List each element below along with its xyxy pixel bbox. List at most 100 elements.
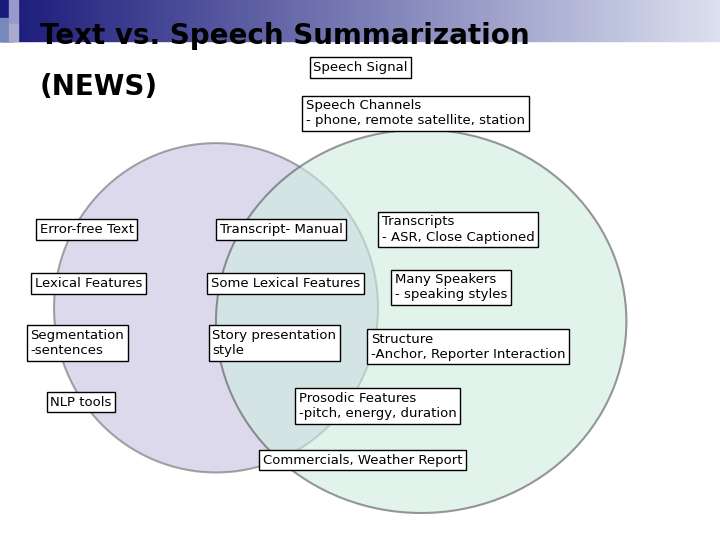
Bar: [144, 0, 148, 40]
Bar: [162, 0, 166, 40]
Bar: [436, 0, 439, 40]
Bar: [230, 0, 234, 40]
Bar: [65, 0, 68, 40]
Bar: [266, 0, 270, 40]
Bar: [32, 0, 36, 40]
Text: Transcript- Manual: Transcript- Manual: [220, 223, 343, 236]
Bar: [302, 0, 306, 40]
Bar: [122, 0, 126, 40]
Bar: [194, 0, 198, 40]
Bar: [587, 0, 590, 40]
Bar: [356, 0, 360, 40]
Bar: [284, 0, 288, 40]
Bar: [490, 0, 493, 40]
Text: Some Lexical Features: Some Lexical Features: [211, 277, 360, 290]
Bar: [241, 0, 245, 40]
Bar: [328, 0, 331, 40]
Text: Error-free Text: Error-free Text: [40, 223, 134, 236]
Bar: [403, 0, 407, 40]
Bar: [274, 0, 277, 40]
Text: Many Speakers
- speaking styles: Many Speakers - speaking styles: [395, 273, 507, 301]
Bar: [439, 0, 443, 40]
Bar: [126, 0, 130, 40]
Bar: [702, 0, 706, 40]
Bar: [680, 0, 684, 40]
Bar: [76, 0, 79, 40]
Bar: [612, 0, 616, 40]
Bar: [446, 0, 450, 40]
Bar: [461, 0, 464, 40]
Bar: [176, 0, 180, 40]
Bar: [414, 0, 418, 40]
Bar: [140, 0, 144, 40]
Bar: [374, 0, 378, 40]
Bar: [637, 0, 641, 40]
Bar: [0, 18, 9, 40]
Text: Speech Signal: Speech Signal: [313, 61, 408, 74]
Bar: [112, 0, 115, 40]
Bar: [713, 0, 716, 40]
Bar: [234, 0, 238, 40]
Bar: [58, 0, 61, 40]
Bar: [688, 0, 691, 40]
Bar: [50, 0, 54, 40]
Bar: [497, 0, 500, 40]
Bar: [407, 0, 410, 40]
Bar: [61, 0, 65, 40]
Bar: [216, 0, 220, 40]
Bar: [457, 0, 461, 40]
Bar: [22, 0, 25, 40]
Bar: [644, 0, 648, 40]
Bar: [187, 0, 191, 40]
Bar: [223, 0, 227, 40]
Bar: [443, 0, 446, 40]
Bar: [385, 0, 389, 40]
Bar: [400, 0, 403, 40]
Bar: [130, 0, 133, 40]
Bar: [104, 0, 108, 40]
Bar: [389, 0, 392, 40]
Bar: [594, 0, 598, 40]
Bar: [79, 0, 83, 40]
Text: Commercials, Weather Report: Commercials, Weather Report: [263, 454, 462, 467]
Bar: [464, 0, 468, 40]
Text: NLP tools: NLP tools: [50, 396, 112, 409]
Bar: [511, 0, 515, 40]
Bar: [335, 0, 338, 40]
Bar: [245, 0, 248, 40]
Bar: [11, 0, 14, 40]
Bar: [583, 0, 587, 40]
Bar: [202, 0, 205, 40]
Bar: [133, 0, 137, 40]
Bar: [472, 0, 475, 40]
Bar: [508, 0, 511, 40]
Bar: [608, 0, 612, 40]
Bar: [569, 0, 572, 40]
Bar: [670, 0, 673, 40]
Bar: [425, 0, 428, 40]
Bar: [641, 0, 644, 40]
Bar: [353, 0, 356, 40]
Bar: [360, 0, 364, 40]
Bar: [533, 0, 536, 40]
Bar: [482, 0, 486, 40]
Bar: [450, 0, 454, 40]
Text: Story presentation
style: Story presentation style: [212, 329, 336, 357]
Bar: [536, 0, 540, 40]
Bar: [9, 0, 18, 24]
Bar: [392, 0, 396, 40]
Bar: [454, 0, 457, 40]
Bar: [554, 0, 558, 40]
Bar: [522, 0, 526, 40]
Bar: [493, 0, 497, 40]
Bar: [158, 0, 162, 40]
Bar: [382, 0, 385, 40]
Bar: [551, 0, 554, 40]
Bar: [410, 0, 414, 40]
Bar: [220, 0, 223, 40]
Bar: [292, 0, 295, 40]
Bar: [90, 0, 94, 40]
Bar: [295, 0, 299, 40]
Bar: [432, 0, 436, 40]
Text: Text vs. Speech Summarization: Text vs. Speech Summarization: [40, 22, 529, 50]
